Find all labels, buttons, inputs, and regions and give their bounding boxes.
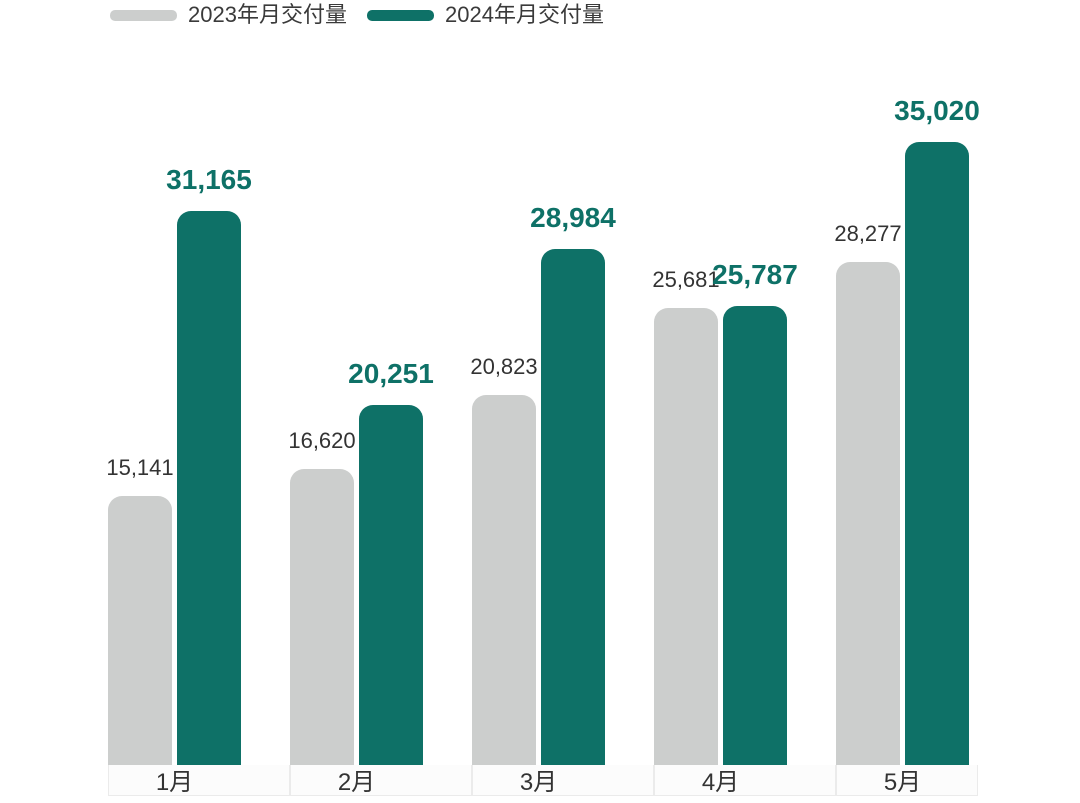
axis-cell	[836, 765, 978, 796]
bar-2024-4月	[723, 306, 787, 765]
axis-cell	[472, 765, 654, 796]
month-label-1月: 1月	[155, 769, 194, 796]
bar-2023-1月	[108, 496, 172, 765]
value-label-2024-1月: 31,165	[166, 164, 252, 195]
axis-cell	[290, 765, 472, 796]
value-label-2023-5月: 28,277	[834, 221, 902, 246]
bar-2024-5月	[905, 142, 969, 765]
month-label-3月: 3月	[519, 769, 558, 796]
legend-item-2024[interactable]: 2024年月交付量	[367, 2, 604, 28]
value-label-2024-5月: 35,020	[894, 95, 980, 126]
legend-label-2023: 2023年月交付量	[188, 2, 347, 27]
bar-2023-2月	[290, 469, 354, 765]
value-label-2024-2月: 20,251	[348, 358, 434, 389]
bar-2024-3月	[541, 249, 605, 765]
value-label-2023-3月: 20,823	[470, 354, 538, 379]
value-label-2024-4月: 25,787	[712, 259, 798, 290]
legend-swatch-2023-icon	[110, 9, 177, 21]
bar-2024-2月	[359, 405, 423, 765]
value-label-2023-1月: 15,141	[106, 455, 174, 480]
legend-swatch-2024-icon	[367, 9, 434, 21]
legend-label-2024: 2024年月交付量	[445, 2, 604, 27]
value-label-2023-2月: 16,620	[288, 428, 356, 453]
bar-2024-1月	[177, 211, 241, 765]
bar-2023-3月	[472, 395, 536, 765]
month-label-5月: 5月	[883, 769, 922, 796]
bar-2023-4月	[654, 308, 718, 765]
value-label-2024-3月: 28,984	[530, 202, 616, 233]
month-label-4月: 4月	[701, 769, 740, 796]
value-label-2023-4月: 25,681	[652, 267, 720, 292]
legend-item-2023[interactable]: 2023年月交付量	[110, 2, 347, 28]
axis-cell	[654, 765, 836, 796]
axis-cell	[108, 765, 290, 796]
month-label-2月: 2月	[337, 769, 376, 796]
bar-2023-5月	[836, 262, 900, 765]
